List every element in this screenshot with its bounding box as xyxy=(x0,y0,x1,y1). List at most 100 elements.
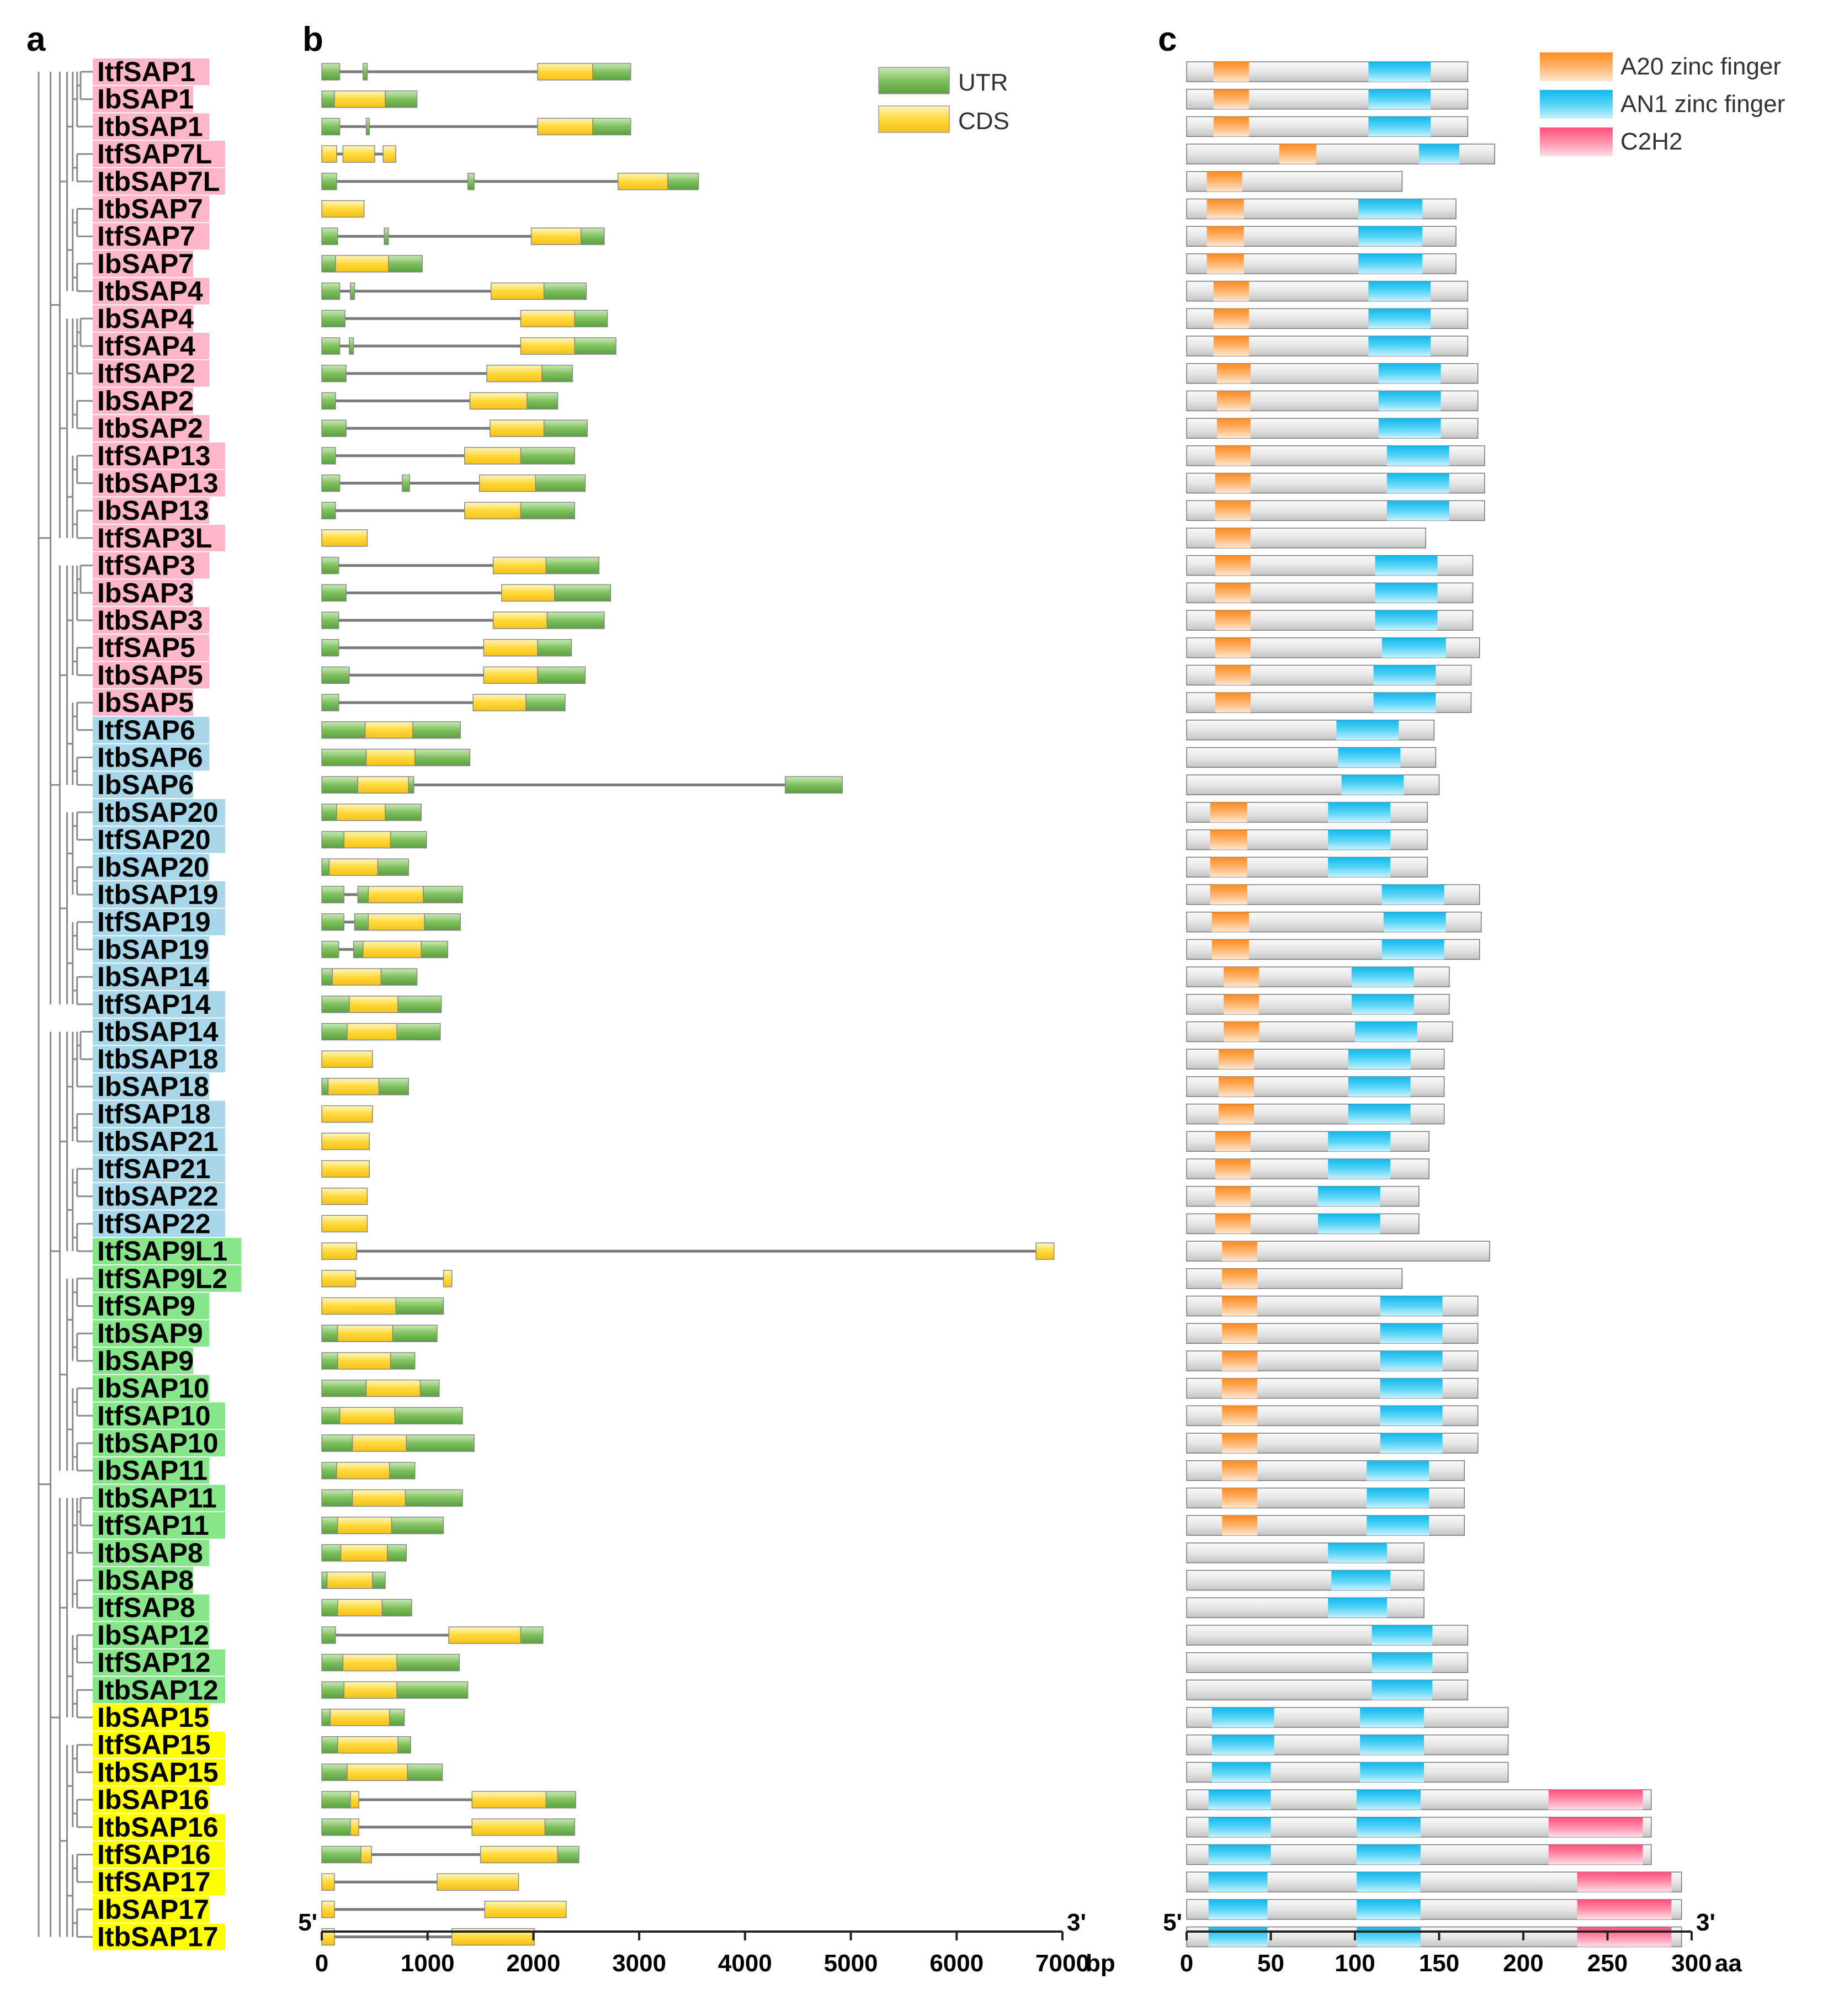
gene-label: ItfSAP10 xyxy=(97,1400,211,1431)
gene-label: IbSAP10 xyxy=(97,1373,209,1404)
gene-label-bg xyxy=(93,1512,225,1539)
an1-domain xyxy=(1328,857,1391,877)
gene-label-bg xyxy=(93,607,209,634)
utr-segment xyxy=(389,1461,416,1480)
cds-segment xyxy=(448,1626,522,1644)
utr-segment xyxy=(321,584,347,602)
cds-segment xyxy=(520,310,575,328)
utr-segment xyxy=(321,1681,345,1699)
utr-segment xyxy=(321,1791,351,1808)
gene-label: ItfSAP9 xyxy=(97,1291,195,1322)
c2h2-domain xyxy=(1548,1844,1643,1865)
gene-label-bg xyxy=(93,442,225,469)
an1-domain xyxy=(1381,885,1444,905)
an1-domain xyxy=(1328,802,1391,822)
utr-segment xyxy=(321,804,337,821)
utr-segment xyxy=(321,1845,362,1864)
axis-unit-label: bp xyxy=(1086,1950,1115,1977)
an1-domain xyxy=(1328,1159,1391,1179)
protein-backbone xyxy=(1186,1268,1403,1289)
gene-label: ItfSAP14 xyxy=(97,989,211,1020)
utr-segment xyxy=(667,173,699,190)
cds-segment xyxy=(321,200,365,218)
cds-segment xyxy=(365,748,416,767)
a20-domain xyxy=(1218,1104,1254,1124)
utr-segment xyxy=(321,940,339,959)
cds-segment xyxy=(471,1818,546,1836)
gene-label: IbSAP17 xyxy=(97,1894,209,1925)
utr-segment xyxy=(377,858,409,876)
gene-label: IbSAP16 xyxy=(97,1784,209,1815)
utr-segment xyxy=(321,1626,336,1644)
utr-segment xyxy=(392,1325,438,1342)
utr-segment xyxy=(321,447,336,465)
gene-label-bg xyxy=(93,1430,225,1456)
gene-label: IbSAP15 xyxy=(97,1702,209,1733)
an1-domain xyxy=(1368,281,1431,301)
utr-segment xyxy=(321,1379,367,1397)
cds-segment xyxy=(472,694,527,711)
a20-domain xyxy=(1222,1378,1258,1398)
utr-segment xyxy=(385,804,422,821)
cds-segment xyxy=(490,282,545,300)
utr-segment xyxy=(390,831,427,849)
protein-backbone xyxy=(1186,1597,1425,1618)
utr-segment xyxy=(391,1517,444,1534)
utr-segment xyxy=(363,63,368,81)
an1-domain xyxy=(1208,1844,1271,1865)
utr-segment xyxy=(544,1818,575,1836)
gene-label: ItfSAP21 xyxy=(97,1153,211,1184)
an1-domain xyxy=(1372,1652,1433,1673)
utr-segment xyxy=(378,1078,409,1095)
gene-label: ItbSAP5 xyxy=(97,659,203,690)
utr-segment xyxy=(545,1791,576,1808)
gene-label: ItfSAP8 xyxy=(97,1592,195,1623)
utr-segment xyxy=(408,776,414,794)
panel-label-b: b xyxy=(302,20,323,58)
c2h2-domain xyxy=(1577,1927,1672,1947)
an1-domain xyxy=(1368,336,1431,356)
gene-label: ItfSAP7L xyxy=(97,139,212,169)
gene-label-bg xyxy=(93,195,209,222)
gene-label: IbSAP14 xyxy=(97,961,209,992)
cds-segment xyxy=(352,1489,406,1507)
phylogenetic-tree xyxy=(38,71,93,1938)
cds-segment xyxy=(471,1791,547,1808)
cds-segment xyxy=(337,1736,398,1754)
gene-label-bg xyxy=(93,1100,225,1127)
utr-segment xyxy=(394,1407,463,1425)
utr-segment xyxy=(390,1352,416,1370)
gene-label: IbSAP1 xyxy=(97,84,194,115)
cds-segment xyxy=(350,1818,359,1836)
an1-domain xyxy=(1357,1790,1421,1810)
gene-label-bg xyxy=(93,1156,225,1182)
utr-segment xyxy=(412,721,461,739)
gene-label-bg xyxy=(93,772,193,799)
gene-label: ItbSAP17 xyxy=(97,1922,219,1953)
cds-segment xyxy=(365,1379,421,1397)
cds-segment xyxy=(368,913,425,931)
gene-label-bg xyxy=(93,113,209,140)
gene-label: ItbSAP7L xyxy=(97,166,220,197)
c2h2-domain xyxy=(1577,1872,1672,1892)
utr-segment xyxy=(557,1845,580,1864)
utr-segment xyxy=(321,913,345,931)
gene-label: IbSAP7 xyxy=(97,248,194,279)
an1-domain xyxy=(1317,1186,1380,1206)
utr-segment xyxy=(321,310,346,328)
utr-segment xyxy=(321,173,337,190)
utr-segment xyxy=(407,1763,443,1781)
utr-legend-swatch xyxy=(878,67,950,94)
cds-segment xyxy=(349,996,398,1013)
utr-segment xyxy=(321,666,350,684)
an1-domain xyxy=(1360,1762,1425,1783)
utr-segment xyxy=(321,502,336,519)
cds-segment xyxy=(342,1653,397,1672)
gene-label-bg xyxy=(93,552,209,579)
cds-legend-swatch xyxy=(878,105,950,133)
a20-domain xyxy=(1216,363,1251,384)
gene-label-bg xyxy=(93,1649,225,1676)
an1-domain xyxy=(1372,1680,1433,1700)
utr-segment xyxy=(350,282,355,300)
a20-domain xyxy=(1215,610,1251,630)
